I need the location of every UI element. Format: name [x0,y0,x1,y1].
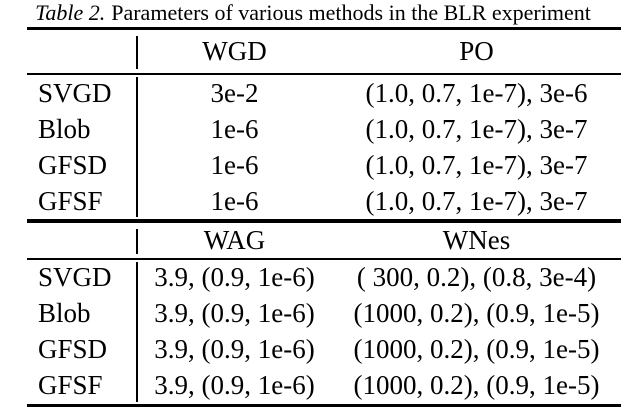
wgd-value-cell: 1e-6 [210,113,259,144]
wag-value-cell: 3.9, (0.9, 1e-6) [154,370,315,400]
table-section-wag-wnes: WAG WNes SVGD 3.9, (0.9, 1e-6) ( 300, 0.… [27,223,621,404]
po-value-cell: (1.0, 0.7, 1e-7), 3e-6 [365,77,588,108]
po-value-cell: (1.0, 0.7, 1e-7), 3e-7 [365,185,588,216]
wgd-value-cell: 1e-6 [210,149,259,180]
po-value-cell: (1.0, 0.7, 1e-7), 3e-7 [365,149,588,180]
table-section-wgd-po: WGD PO SVGD 3e-2 (1.0, 0.7, 1e-7), 3e-6 … [27,30,621,219]
column-divider-line [136,261,138,402]
header-empty-cell [27,30,137,73]
table-row: Blob 3.9, (0.9, 1e-6) (1000, 0.2), (0.9,… [27,296,621,332]
wag-value-cell: 3.9, (0.9, 1e-6) [154,298,315,328]
method-name-cell: Blob [38,298,91,328]
rule-top [27,27,621,30]
parameters-table: WGD PO SVGD 3e-2 (1.0, 0.7, 1e-7), 3e-6 … [27,27,621,407]
table-row: GFSD 3.9, (0.9, 1e-6) (1000, 0.2), (0.9,… [27,332,621,368]
table-row: GFSF 3.9, (0.9, 1e-6) (1000, 0.2), (0.9,… [27,368,621,404]
method-name-cell: GFSD [38,334,108,364]
column-header-po: PO [459,36,494,66]
table-row: Blob 1e-6 (1.0, 0.7, 1e-7), 3e-7 [27,111,621,147]
table-header-row: WGD PO [27,30,621,73]
method-name-cell: GFSF [38,370,103,400]
column-divider-line [136,77,138,217]
rule-bottom [27,403,621,407]
table-caption-number: Table 2. [35,0,106,25]
method-name-cell: GFSD [38,149,108,180]
rule-header-separator [27,257,621,260]
wnes-value-cell: (1000, 0.2), (0.9, 1e-5) [353,370,600,400]
method-name-cell: SVGD [38,262,112,292]
table-body: SVGD 3.9, (0.9, 1e-6) ( 300, 0.2), (0.8,… [27,260,621,404]
table-row: SVGD 3e-2 (1.0, 0.7, 1e-7), 3e-6 [27,75,621,111]
rule-section-separator [27,219,621,223]
header-empty-cell [27,223,137,258]
table-header-row: WAG WNes [27,223,621,258]
column-divider-line [136,36,138,69]
rule-header-separator [27,73,621,75]
wnes-value-cell: (1000, 0.2), (0.9, 1e-5) [353,334,600,364]
table-body: SVGD 3e-2 (1.0, 0.7, 1e-7), 3e-6 Blob 1e… [27,75,621,219]
po-value-cell: (1.0, 0.7, 1e-7), 3e-7 [365,113,588,144]
wag-value-cell: 3.9, (0.9, 1e-6) [154,334,315,364]
table-row: GFSD 1e-6 (1.0, 0.7, 1e-7), 3e-7 [27,147,621,183]
method-name-cell: GFSF [38,185,103,216]
wnes-value-cell: ( 300, 0.2), (0.8, 3e-4) [356,262,597,292]
column-divider-line [136,228,138,254]
table-row: SVGD 3.9, (0.9, 1e-6) ( 300, 0.2), (0.8,… [27,260,621,296]
wgd-value-cell: 1e-6 [210,185,259,216]
wgd-value-cell: 3e-2 [210,77,259,108]
wag-value-cell: 3.9, (0.9, 1e-6) [154,262,315,292]
column-header-wag: WAG [203,224,266,255]
table-row: GFSF 1e-6 (1.0, 0.7, 1e-7), 3e-7 [27,183,621,219]
table-caption-text: Parameters of various methods in the BLR… [111,0,591,25]
method-name-cell: SVGD [38,77,112,108]
method-name-cell: Blob [38,113,91,144]
wnes-value-cell: (1000, 0.2), (0.9, 1e-5) [353,298,600,328]
table-caption: Table 2. Parameters of various methods in… [0,0,626,27]
column-header-wnes: WNes [442,224,511,255]
column-header-wgd: WGD [202,36,267,66]
